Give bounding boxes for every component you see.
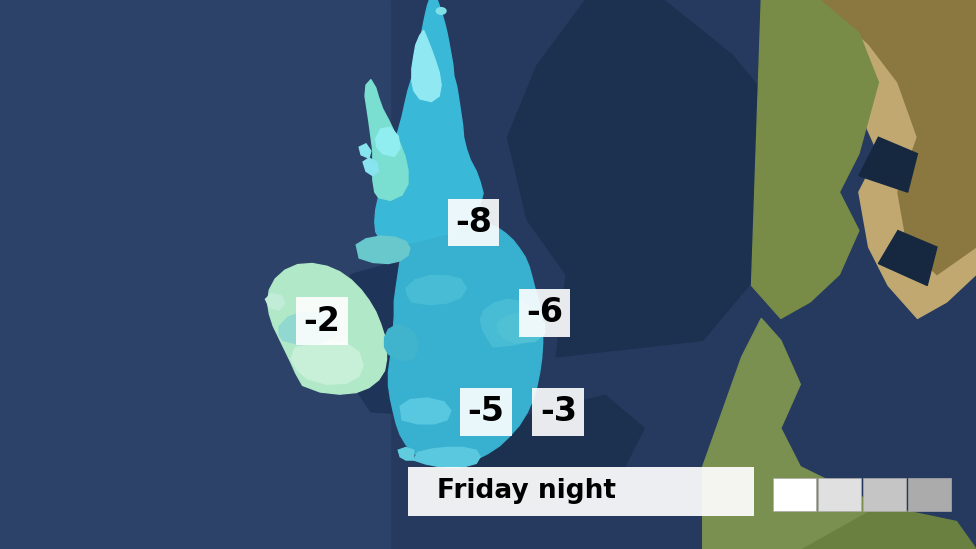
Polygon shape	[480, 299, 542, 347]
Polygon shape	[279, 312, 340, 345]
Polygon shape	[291, 339, 363, 384]
Bar	[908, 478, 951, 511]
Bar	[773, 478, 816, 511]
Text: -8: -8	[455, 206, 492, 239]
FancyBboxPatch shape	[408, 467, 754, 516]
Polygon shape	[359, 144, 371, 158]
Polygon shape	[412, 30, 441, 102]
Polygon shape	[388, 222, 543, 466]
Polygon shape	[820, 0, 976, 274]
Bar	[0, 0, 390, 549]
Polygon shape	[265, 294, 285, 310]
Polygon shape	[498, 313, 545, 343]
Polygon shape	[385, 325, 418, 361]
Polygon shape	[400, 398, 451, 424]
Polygon shape	[703, 318, 878, 549]
Polygon shape	[332, 264, 468, 417]
Text: -5: -5	[468, 395, 505, 428]
Polygon shape	[800, 494, 976, 549]
Text: -6: -6	[526, 296, 563, 329]
Text: Friday night: Friday night	[437, 478, 616, 505]
Ellipse shape	[436, 8, 446, 14]
Polygon shape	[761, 0, 976, 318]
Polygon shape	[375, 0, 483, 247]
Polygon shape	[406, 276, 467, 305]
Bar	[818, 478, 861, 511]
Polygon shape	[752, 0, 878, 318]
Bar	[863, 478, 906, 511]
Polygon shape	[508, 0, 800, 357]
Polygon shape	[859, 137, 917, 192]
Polygon shape	[376, 127, 400, 156]
Polygon shape	[356, 236, 410, 264]
Text: -2: -2	[304, 305, 341, 338]
Polygon shape	[267, 264, 386, 394]
Polygon shape	[429, 395, 644, 505]
Polygon shape	[398, 447, 414, 460]
Polygon shape	[363, 158, 379, 176]
Polygon shape	[414, 447, 480, 468]
Polygon shape	[365, 80, 408, 200]
Polygon shape	[878, 231, 937, 285]
Text: -3: -3	[540, 395, 577, 428]
